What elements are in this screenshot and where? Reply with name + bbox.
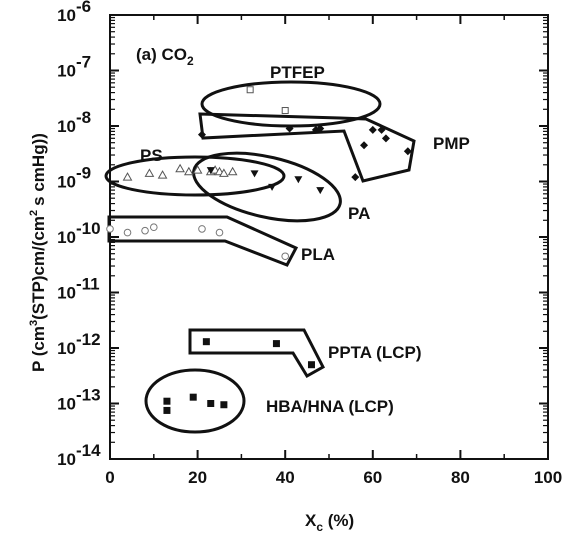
data-point <box>250 170 259 178</box>
data-point <box>189 393 197 401</box>
data-point <box>351 173 360 182</box>
data-point <box>381 134 390 143</box>
data-point <box>246 86 254 94</box>
y-tick-exponent: -11 <box>76 275 100 294</box>
y-tick-exponent: -12 <box>76 330 101 349</box>
label-ptfep: PTFEP <box>270 63 325 82</box>
panel-label: (a) CO2 <box>136 45 194 68</box>
ppta-outline <box>188 328 325 379</box>
data-markers <box>106 86 412 414</box>
data-point <box>157 170 168 179</box>
data-point <box>272 340 280 348</box>
data-point <box>281 252 290 261</box>
x-tick-label: 20 <box>188 468 207 487</box>
group-outlines <box>104 80 416 434</box>
y-tick-label: 10 <box>57 450 76 469</box>
data-point <box>192 165 203 174</box>
y-tick-exponent: -8 <box>76 108 91 127</box>
label-pmp: PMP <box>433 134 470 153</box>
y-tick-exponent: -9 <box>76 164 91 183</box>
x-tick-label: 60 <box>363 468 382 487</box>
data-point <box>403 147 412 156</box>
data-point <box>316 187 325 195</box>
y-tick-label: 10 <box>57 62 76 81</box>
data-point <box>163 397 171 405</box>
y-tick-label: 10 <box>57 117 76 136</box>
ps-ellipse <box>104 155 286 197</box>
x-tick-label: 0 <box>105 468 114 487</box>
plot-area-frame <box>109 14 549 460</box>
label-ps: PS <box>140 146 163 165</box>
x-tick-label: 100 <box>534 468 562 487</box>
y-tick-label: 10 <box>57 284 76 303</box>
data-point <box>377 125 386 134</box>
y-tick-exponent: -14 <box>76 441 101 460</box>
data-point <box>144 168 155 177</box>
data-point <box>198 225 206 233</box>
y-tick-exponent: -13 <box>76 386 101 405</box>
data-point <box>106 225 114 233</box>
label-ppta: PPTA (LCP) <box>328 343 422 362</box>
data-point <box>220 401 228 409</box>
y-tick-label: 10 <box>57 228 76 247</box>
data-point <box>227 166 238 176</box>
data-point <box>307 361 315 369</box>
x-tick-label: 40 <box>276 468 295 487</box>
pla-outline <box>107 215 299 267</box>
data-point <box>268 183 277 191</box>
data-point <box>219 168 229 177</box>
data-point <box>141 226 149 235</box>
data-point <box>316 124 325 133</box>
data-point <box>285 124 294 133</box>
data-point <box>123 228 132 237</box>
data-point <box>281 107 289 115</box>
label-hba: HBA/HNA (LCP) <box>266 397 394 416</box>
data-point <box>163 406 171 414</box>
data-point <box>197 130 206 139</box>
data-point <box>150 223 158 232</box>
y-tick-exponent: -7 <box>76 53 91 72</box>
data-point <box>183 166 194 176</box>
pmp-outline <box>198 112 416 183</box>
data-point <box>206 167 215 175</box>
data-point <box>368 125 377 134</box>
y-tick-label: 10 <box>57 6 76 25</box>
data-point <box>294 176 303 184</box>
x-axis-label: Xc (%) <box>305 511 354 533</box>
x-tick-label: 80 <box>451 468 470 487</box>
data-point <box>122 172 133 181</box>
pa-ellipse <box>192 151 342 223</box>
hba-ellipse <box>144 368 246 434</box>
data-point <box>202 338 210 346</box>
y-tick-label: 10 <box>57 173 76 192</box>
data-point <box>175 163 185 173</box>
data-point <box>215 228 224 237</box>
y-tick-label: 10 <box>57 339 76 358</box>
data-point <box>207 400 215 407</box>
label-pla: PLA <box>301 245 335 264</box>
data-point <box>360 141 369 150</box>
y-tick-exponent: -6 <box>76 0 91 16</box>
label-pa: PA <box>348 204 370 223</box>
y-axis-label: P (cm3(STP)cm/(cm2s cmHg)) <box>28 133 48 372</box>
y-tick-label: 10 <box>57 395 76 414</box>
y-tick-exponent: -10 <box>76 219 101 238</box>
